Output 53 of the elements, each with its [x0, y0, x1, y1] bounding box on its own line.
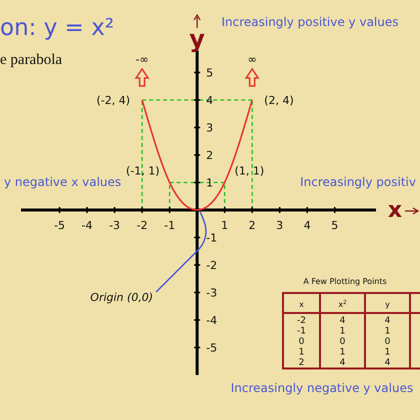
text: x: [388, 198, 402, 223]
y-tick-label: -2: [206, 259, 218, 272]
annotation: 1: [340, 348, 346, 358]
y-tick-label: 4: [206, 94, 214, 107]
chart-subtitle: e parabola: [0, 52, 62, 68]
annotation: 1: [340, 326, 346, 336]
x-axis-title: x: [299, 300, 304, 309]
y-tick-label: -3: [206, 286, 218, 300]
x-tick-label: 4: [304, 219, 311, 232]
annotation: 0: [340, 337, 346, 347]
annotation: 4: [340, 358, 346, 368]
annotation: 0: [298, 337, 305, 347]
annotation: 2: [298, 358, 304, 368]
y-tick-label: 3: [206, 122, 214, 134]
annotation: y negative x values: [4, 175, 122, 189]
x-tick-label: -1: [164, 219, 176, 232]
annotation: (-2, 4): [96, 94, 130, 107]
annotation: (1, 1): [234, 164, 264, 178]
annotation: Increasingly positiv: [300, 175, 416, 189]
y-tick-label: -1: [206, 232, 218, 244]
annotation: (-1, 1): [126, 164, 160, 178]
x-tick-label: -5: [54, 219, 66, 232]
text: Increasingly positive y values: [221, 15, 399, 29]
y-tick-label: 2: [206, 149, 214, 162]
x-tick-label: -4: [82, 219, 93, 232]
text: 0: [384, 337, 391, 347]
text: 1: [384, 326, 390, 336]
annotation: Origin (0,0): [90, 291, 154, 304]
x-tick-label: -2: [136, 219, 148, 232]
annotation: -∞: [136, 53, 149, 66]
text: y: [385, 300, 390, 309]
y-axis-title: y: [189, 25, 206, 53]
y-tick-label: -5: [206, 342, 218, 354]
x-tick-label: 2: [248, 219, 256, 232]
annotation: ∞: [248, 53, 257, 66]
annotation: (2, 4): [264, 94, 294, 107]
text: 1: [384, 348, 390, 358]
x-tick-label: -3: [109, 219, 120, 232]
x-tick-label: 1: [221, 219, 228, 232]
text: 4: [384, 316, 391, 326]
x-tick-label: 5: [331, 219, 338, 232]
annotation: -2: [297, 316, 306, 326]
text: 4: [384, 358, 391, 368]
y-tick-label: -4: [206, 314, 218, 327]
chart-title: on: y = x²: [0, 15, 114, 41]
annotation: 4: [340, 316, 346, 326]
annotation: A Few Plotting Points: [303, 277, 387, 286]
y-tick-label: 5: [206, 66, 214, 80]
x-tick-label: 3: [276, 219, 284, 232]
text: Increasingly negative y values: [230, 381, 414, 395]
annotation: -1: [297, 326, 306, 336]
annotation: 1: [298, 348, 304, 358]
annotation: x$^{2}$: [338, 299, 347, 309]
